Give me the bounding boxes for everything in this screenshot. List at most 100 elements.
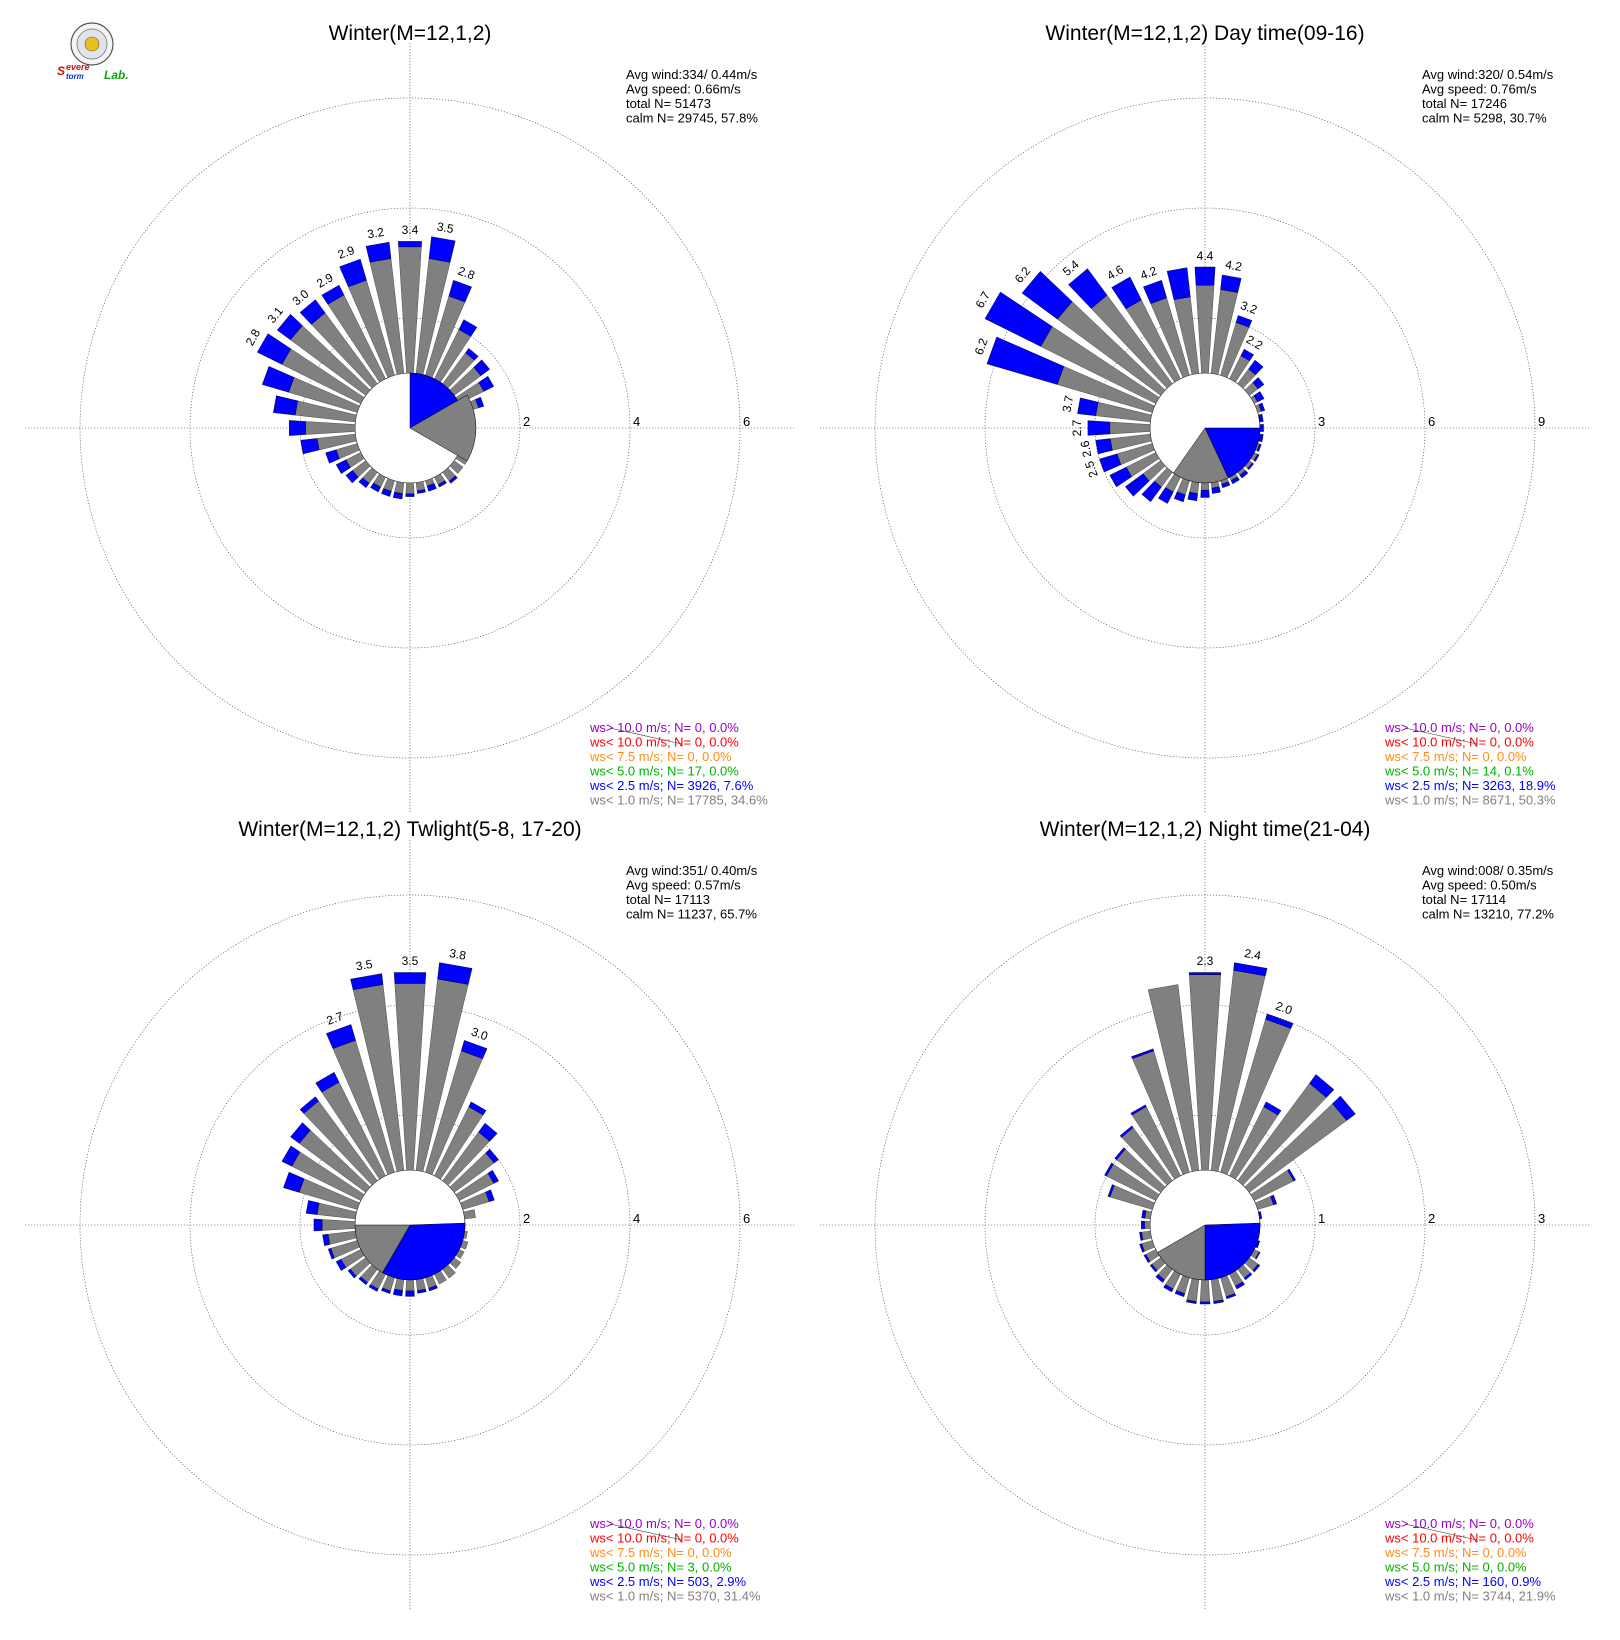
bar-segment-lt1 xyxy=(305,421,356,435)
bar-segment-lt2-5 xyxy=(1109,466,1132,488)
bar-segment-lt2-5 xyxy=(1107,1184,1115,1198)
bar-segment-lt2-5 xyxy=(461,1040,488,1059)
bar-segment-lt1 xyxy=(463,1209,476,1220)
bar-segment-lt2-5 xyxy=(327,1248,335,1260)
legend-entry: ws< 5.0 m/s; N= 0, 0.0% xyxy=(1384,1560,1527,1575)
bar-segment-lt2-5 xyxy=(1309,1074,1335,1098)
mean-wind-sector-gray xyxy=(1157,1224,1206,1281)
bar-segment-lt2-5 xyxy=(1263,1101,1282,1116)
bar-value-label: 3.4 xyxy=(402,223,419,237)
bar-segment-lt2-5 xyxy=(417,1288,427,1294)
stat-line: calm N= 29745, 57.8% xyxy=(626,111,758,126)
bar-segment-lt2-5 xyxy=(262,366,295,393)
bar-segment-lt2-5 xyxy=(986,336,1065,385)
bar-segment-lt1 xyxy=(449,460,464,474)
bar-segment-lt2-5 xyxy=(416,489,426,494)
legend-entry: ws< 5.0 m/s; N= 17, 0.0% xyxy=(589,764,739,779)
bar-segment-lt1 xyxy=(1144,1220,1151,1230)
bar-segment-lt1 xyxy=(1189,481,1200,494)
bar-segment-lt1 xyxy=(415,481,426,492)
bar-value-label: 3.7 xyxy=(1060,394,1077,413)
bar-segment-lt2-5 xyxy=(478,375,495,392)
bar-segment-lt2-5 xyxy=(468,1101,487,1116)
bar-segment-lt2-5 xyxy=(1211,486,1221,494)
bar-segment-lt1 xyxy=(1195,285,1215,374)
bar-segment-lt2-5 xyxy=(1230,476,1240,485)
bar-segment-lt2-5 xyxy=(1141,1209,1147,1219)
bar-value-label: 6.2 xyxy=(1012,264,1034,286)
wind-rose-panel: Winter(M=12,1,2) Twlight(5-8, 17-20) 2 4 6 3… xyxy=(25,818,795,1610)
ring-tick-label: 6 xyxy=(743,1211,750,1226)
legend-entry: ws< 2.5 m/s; N= 3263, 18.9% xyxy=(1384,778,1556,793)
bar-value-label: 2.9 xyxy=(314,270,336,291)
ring-tick-label: 6 xyxy=(1428,414,1435,429)
stat-line: Avg speed: 0.57m/s xyxy=(626,878,741,893)
stat-line: total N= 51473 xyxy=(626,96,711,111)
stat-line: total N= 17246 xyxy=(1422,96,1507,111)
bar-segment-lt2-5 xyxy=(1104,1162,1114,1177)
bar-value-label: 2.4 xyxy=(1243,946,1262,963)
bar-segment-lt2-5 xyxy=(1332,1095,1356,1121)
bar-segment-lt2-5 xyxy=(281,1145,301,1167)
bar-segment-lt2-5 xyxy=(485,1189,495,1202)
bar-segment-lt2-5 xyxy=(984,291,1053,347)
svg-text:evere: evere xyxy=(66,62,90,72)
bar-value-label: 3.2 xyxy=(1239,298,1260,317)
bar-segment-lt2-5 xyxy=(1247,462,1254,471)
bar-segment-lt2-5 xyxy=(1235,1281,1245,1290)
legend-entry: ws> 10.0 m/s; N= 0, 0.0% xyxy=(589,1516,739,1531)
bar-segment-lt2-5 xyxy=(1258,413,1264,423)
bar-segment-lt2-5 xyxy=(339,258,367,288)
bar-segment-lt2-5 xyxy=(1199,1301,1211,1305)
bar-value-label: 5.4 xyxy=(1060,257,1082,279)
bar-segment-lt2-5 xyxy=(1163,1284,1174,1293)
bar-segment-lt2-5 xyxy=(478,1122,498,1142)
bar-value-label: 2.8 xyxy=(456,264,477,283)
bar-value-label: 4.2 xyxy=(1224,257,1243,274)
bar-segment-lt2-5 xyxy=(1239,470,1249,479)
bar-segment-lt2-5 xyxy=(1240,348,1254,362)
bar-segment-lt2-5 xyxy=(276,313,303,341)
bar-value-label: 2.9 xyxy=(336,243,357,262)
ring-tick-label: 1 xyxy=(1318,1211,1325,1226)
stat-line: Avg wind:008/ 0.35m/s xyxy=(1422,863,1554,878)
stat-line: calm N= 11237, 65.7% xyxy=(626,907,757,922)
mean-wind-sector-gray xyxy=(354,1224,411,1273)
stat-line: Avg speed: 0.76m/s xyxy=(1422,82,1537,97)
bar-segment-lt2-5 xyxy=(368,1284,379,1292)
bar-segment-lt2-5 xyxy=(1235,315,1253,328)
bar-value-label: 4.4 xyxy=(1197,249,1214,263)
bar-segment-lt2-5 xyxy=(1194,266,1216,286)
bar-segment-lt2-5 xyxy=(1252,1263,1261,1273)
bar-segment-lt2-5 xyxy=(1141,480,1162,503)
bar-segment-lt2-5 xyxy=(1255,1251,1261,1260)
bar-segment-lt2-5 xyxy=(1253,453,1260,462)
stat-line: calm N= 5298, 30.7% xyxy=(1422,111,1547,126)
bar-segment-lt1 xyxy=(1109,421,1151,435)
stat-line: calm N= 13210, 77.2% xyxy=(1422,907,1554,922)
mean-wind-sector-blue xyxy=(409,372,458,429)
bar-segment-lt2-5 xyxy=(1174,1290,1186,1298)
bar-segment-lt2-5 xyxy=(465,348,479,361)
bar-segment-lt2-5 xyxy=(1233,962,1268,977)
stat-line: Avg speed: 0.66m/s xyxy=(626,82,741,97)
bar-segment-lt2-5 xyxy=(1119,1125,1134,1138)
ring-tick-label: 2 xyxy=(523,1211,530,1226)
bar-value-label: 4.2 xyxy=(1138,264,1159,283)
bar-segment-lt2-5 xyxy=(257,333,292,365)
bar-segment-lt2-5 xyxy=(1258,402,1266,412)
bar-segment-lt2-5 xyxy=(305,1200,320,1215)
bar-segment-lt2-5 xyxy=(1068,268,1108,309)
bar-segment-lt2-5 xyxy=(1213,1299,1224,1304)
stat-line: Avg wind:320/ 0.54m/s xyxy=(1422,67,1554,82)
stat-line: total N= 17113 xyxy=(626,892,710,907)
svg-text:Lab.: Lab. xyxy=(104,68,129,82)
bar-segment-lt2-5 xyxy=(350,973,384,991)
bar-segment-lt2-5 xyxy=(1221,481,1231,489)
bar-segment-lt2-5 xyxy=(437,480,447,488)
legend-entry: ws< 2.5 m/s; N= 160, 0.9% xyxy=(1384,1574,1542,1589)
bar-segment-lt2-5 xyxy=(392,1288,403,1297)
legend-entry: ws< 7.5 m/s; N= 0, 0.0% xyxy=(1384,749,1527,764)
bar-segment-lt2-5 xyxy=(335,459,351,474)
